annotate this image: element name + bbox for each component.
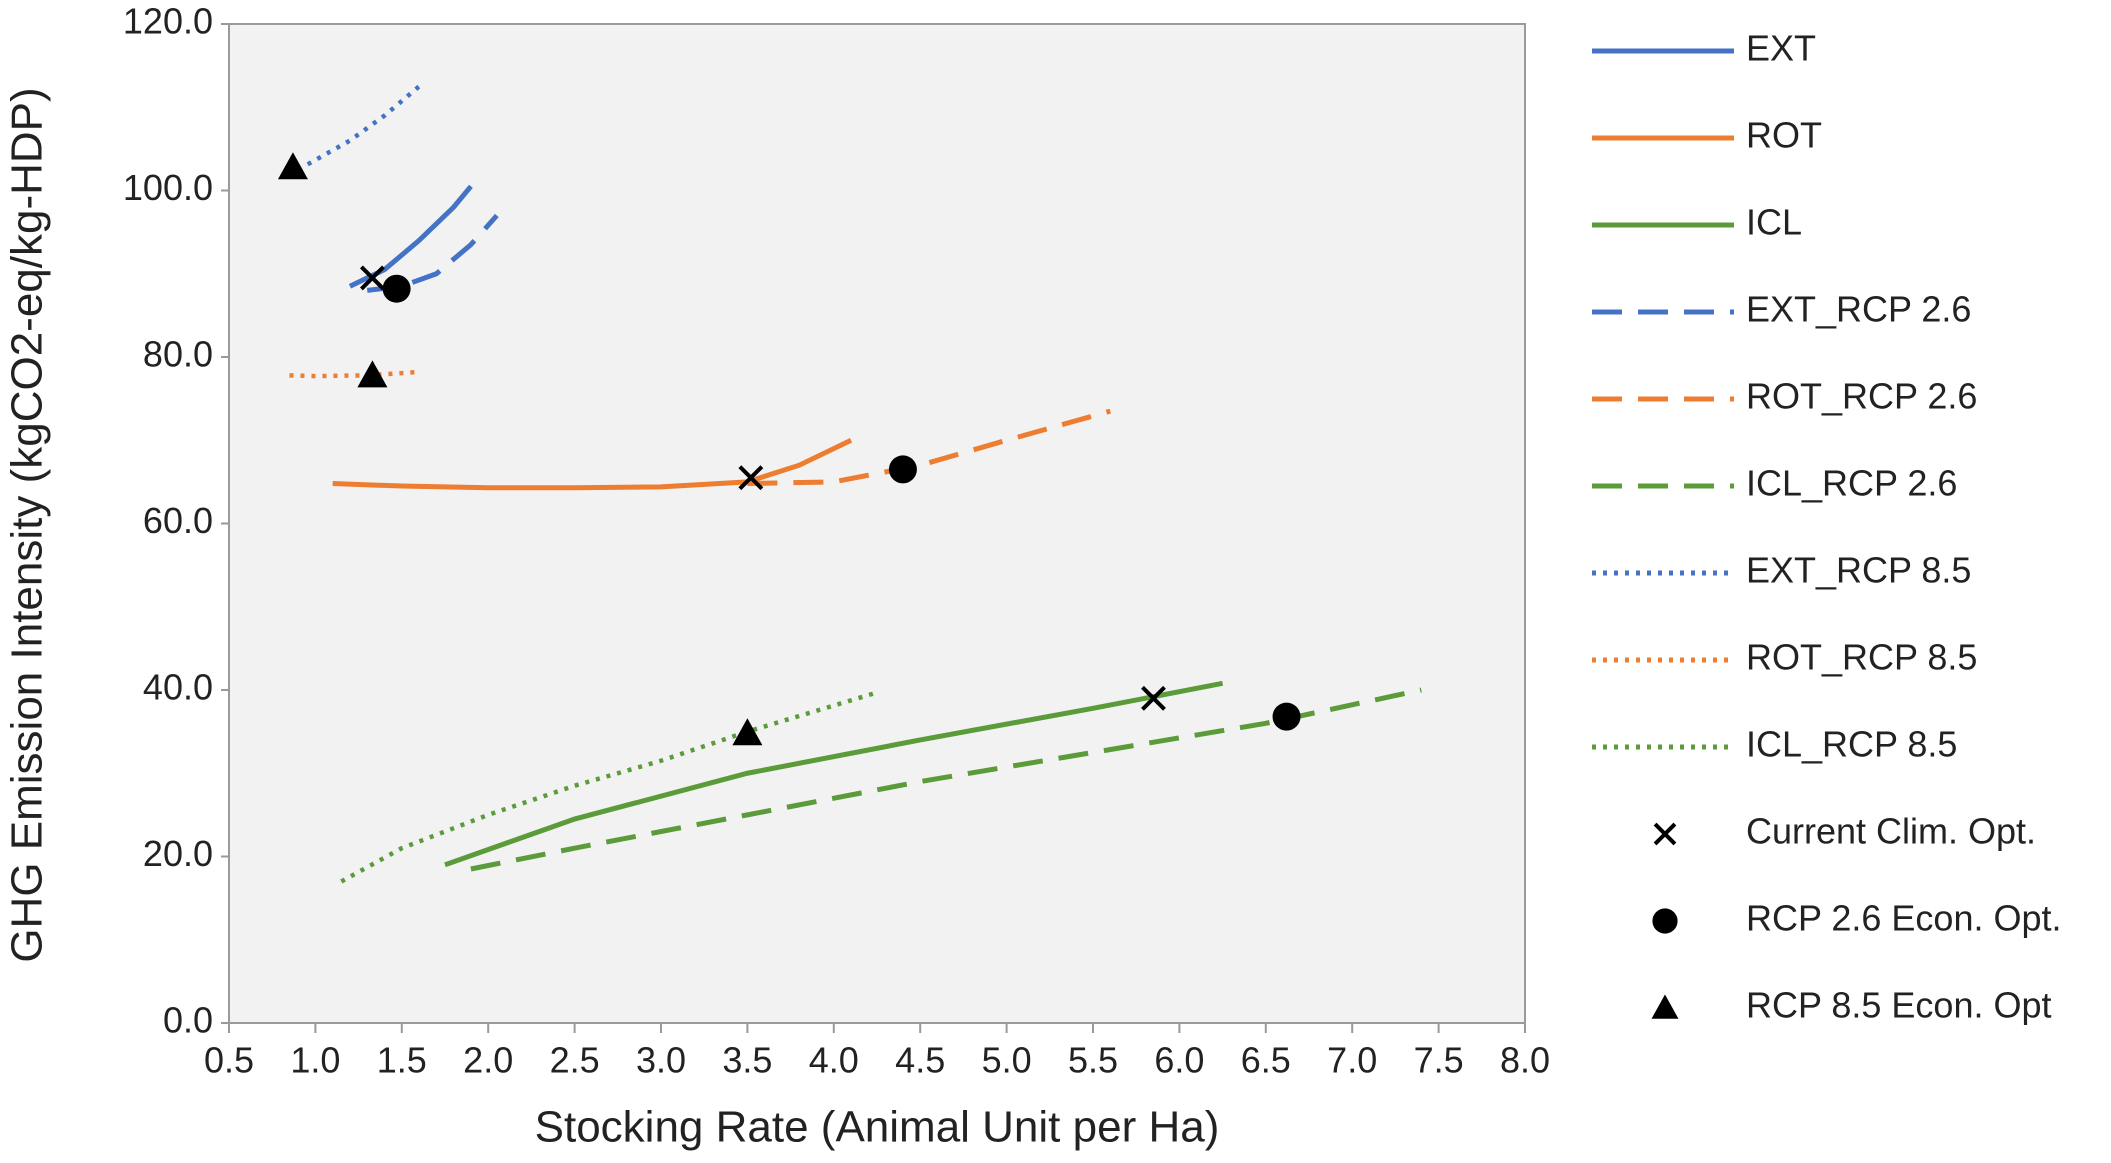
x-axis-title: Stocking Rate (Animal Unit per Ha): [535, 1103, 1220, 1152]
marker-circle: [1272, 702, 1301, 731]
x-tick-label: 7.0: [1327, 1040, 1377, 1081]
x-tick-label: 5.0: [982, 1040, 1032, 1081]
x-tick-label: 7.5: [1414, 1040, 1464, 1081]
legend-label: ICL: [1746, 202, 1802, 243]
marker-circle: [382, 274, 411, 303]
legend-label: ICL_RCP 2.6: [1746, 463, 1957, 504]
y-tick-label: 60.0: [143, 500, 213, 541]
legend-label: EXT_RCP 8.5: [1746, 550, 1971, 591]
plot-area: [228, 23, 1526, 1024]
marker-circle: [888, 455, 917, 484]
x-tick-label: 1.0: [290, 1040, 340, 1081]
x-tick-label: 0.5: [204, 1040, 254, 1081]
legend-marker: [1653, 822, 1677, 846]
legend-label: EXT: [1746, 28, 1816, 69]
y-axis-title: GHG Emission Intensity (kgCO2-eq/kg-HDP): [3, 87, 52, 962]
y-tick-label: 120.0: [123, 1, 213, 42]
marker-x: [738, 465, 764, 491]
x-tick-label: 1.5: [377, 1040, 427, 1081]
marker-triangle: [357, 360, 388, 388]
y-tick-label: 0.0: [163, 1000, 213, 1041]
series-line: [289, 369, 420, 379]
series-line: [297, 84, 421, 172]
x-tick-label: 2.5: [550, 1040, 600, 1081]
legend-label: ROT: [1746, 115, 1822, 156]
legend-marker: [1652, 908, 1678, 934]
legend-label: ROT_RCP 8.5: [1746, 637, 1977, 678]
marker-triangle: [732, 718, 763, 746]
marker-triangle: [277, 152, 308, 180]
x-tick-label: 4.0: [809, 1040, 859, 1081]
x-tick-label: 6.5: [1241, 1040, 1291, 1081]
legend-label: RCP 8.5 Econ. Opt: [1746, 985, 2052, 1026]
series-line: [332, 437, 853, 491]
x-tick-label: 3.0: [636, 1040, 686, 1081]
marker-x: [1141, 685, 1166, 711]
series-line: [444, 680, 1224, 868]
series-line: [470, 687, 1422, 872]
x-tick-label: 8.0: [1500, 1040, 1550, 1081]
legend-label: ICL_RCP 8.5: [1746, 724, 1957, 765]
legend-label: RCP 2.6 Econ. Opt.: [1746, 898, 2062, 939]
legend-label: EXT_RCP 2.6: [1746, 289, 1971, 330]
x-tick-label: 3.5: [722, 1040, 772, 1081]
x-tick-label: 6.0: [1154, 1040, 1204, 1081]
x-tick-label: 2.0: [463, 1040, 513, 1081]
y-tick-label: 80.0: [143, 334, 213, 375]
y-tick-label: 100.0: [123, 167, 213, 208]
legend-label: ROT_RCP 2.6: [1746, 376, 1977, 417]
series-line: [340, 690, 878, 884]
legend-label: Current Clim. Opt.: [1746, 811, 2036, 852]
x-tick-label: 5.5: [1068, 1040, 1118, 1081]
marker-x: [360, 265, 385, 291]
x-tick-label: 4.5: [895, 1040, 945, 1081]
legend-marker: [1651, 994, 1679, 1019]
y-tick-label: 20.0: [143, 833, 213, 874]
series-line: [747, 408, 1111, 487]
y-tick-label: 40.0: [143, 667, 213, 708]
